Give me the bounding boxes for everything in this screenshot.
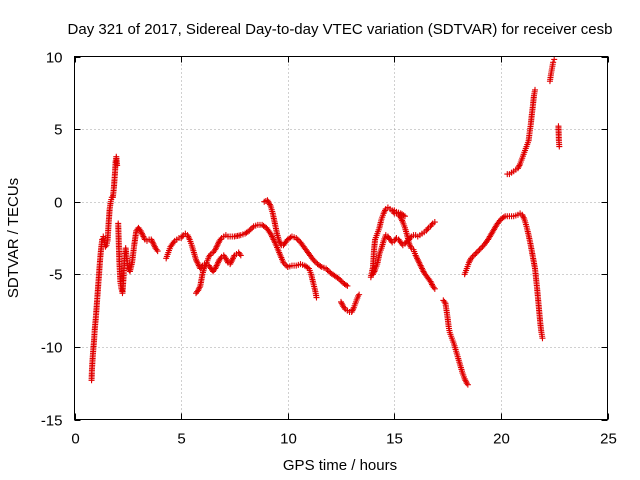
x-tick-label: 15 bbox=[386, 431, 403, 448]
data-point bbox=[500, 214, 507, 221]
y-tick-label: -5 bbox=[49, 267, 62, 284]
x-tick-label: 25 bbox=[600, 431, 617, 448]
y-tick-label: 10 bbox=[46, 50, 63, 67]
data-point bbox=[431, 219, 438, 226]
data-point bbox=[185, 235, 192, 241]
data-point bbox=[464, 381, 471, 388]
y-tick-label: -15 bbox=[41, 413, 63, 430]
data-point bbox=[475, 248, 482, 255]
data-point bbox=[179, 233, 186, 240]
data-point bbox=[114, 162, 121, 169]
data-point bbox=[431, 285, 438, 292]
data-point bbox=[476, 246, 483, 253]
grid-layer bbox=[74, 56, 608, 420]
data-point bbox=[424, 226, 431, 233]
data-point bbox=[516, 162, 523, 169]
data-point bbox=[283, 262, 290, 269]
data-point bbox=[470, 252, 477, 259]
data-point bbox=[551, 56, 558, 63]
tick-layer: 0 5 10 15 20 25 -15 -10 -5 0 5 10 bbox=[41, 50, 617, 448]
x-tick-label: 5 bbox=[177, 431, 185, 448]
plot-frame bbox=[74, 56, 608, 420]
data-point bbox=[381, 208, 388, 215]
data-point bbox=[350, 306, 357, 313]
data-point bbox=[237, 252, 244, 259]
data-point bbox=[478, 245, 485, 252]
data-point bbox=[532, 86, 539, 93]
data-point bbox=[317, 263, 324, 270]
data-point bbox=[356, 291, 363, 298]
chart-title: Day 321 of 2017, Sidereal Day-to-day VTE… bbox=[68, 21, 613, 38]
y-tick-label: 0 bbox=[54, 195, 62, 212]
data-point bbox=[539, 335, 546, 342]
data-point bbox=[472, 250, 479, 257]
x-tick-label: 10 bbox=[280, 431, 297, 448]
data-point bbox=[428, 221, 435, 228]
y-tick-label: 5 bbox=[54, 122, 62, 139]
x-tick-label: 20 bbox=[493, 431, 510, 448]
data-point bbox=[466, 258, 473, 265]
data-point bbox=[236, 250, 243, 257]
data-markers bbox=[88, 56, 563, 388]
data-point bbox=[550, 59, 557, 66]
data-point bbox=[473, 249, 480, 256]
x-tick-label: 0 bbox=[71, 431, 79, 448]
x-axis-label: GPS time / hours bbox=[283, 457, 397, 474]
y-axis-label: SDTVAR / TECUs bbox=[5, 178, 22, 298]
data-point bbox=[401, 213, 408, 220]
data-point bbox=[556, 143, 563, 150]
y-tick-label: -10 bbox=[41, 340, 63, 357]
data-point bbox=[344, 282, 351, 289]
data-point bbox=[313, 294, 320, 301]
data-point bbox=[154, 248, 161, 255]
data-point bbox=[400, 212, 407, 219]
data-point bbox=[342, 281, 349, 288]
